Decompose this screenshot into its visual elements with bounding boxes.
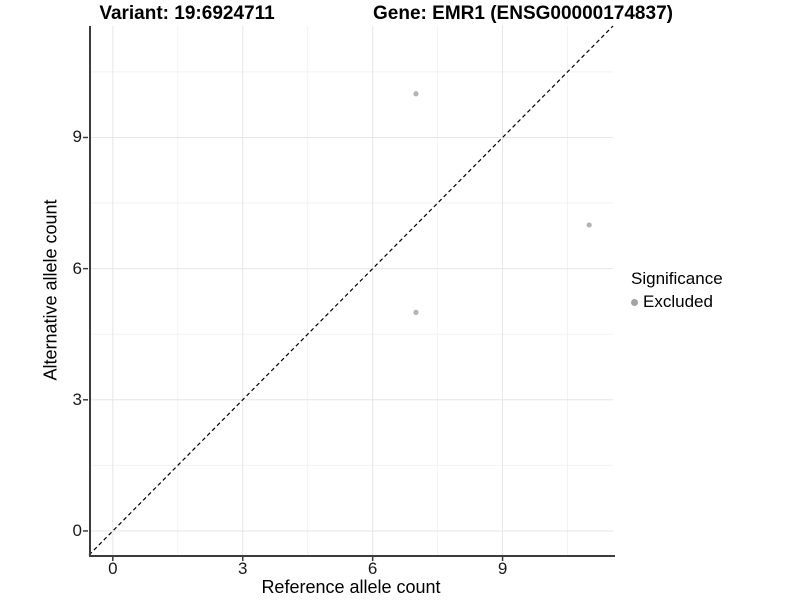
plot-panel [89, 26, 615, 557]
legend: Significance Excluded [631, 269, 723, 312]
legend-title: Significance [631, 269, 723, 288]
legend-item-label: Excluded [643, 292, 713, 311]
y-tick-label: 9 [72, 127, 82, 147]
x-tick-label: 9 [497, 559, 508, 578]
x-tick-label: 3 [238, 559, 248, 578]
plot-title-gene: Gene: EMR1 (ENSG00000174837) [373, 3, 673, 24]
y-axis-title: Alternative allele count [40, 199, 61, 381]
x-tick-label: 6 [367, 559, 378, 578]
x-tick-label: 0 [108, 559, 118, 578]
y-tick-label: 0 [72, 520, 82, 540]
plot-title-variant: Variant: 19:6924711 [99, 3, 275, 24]
y-tick-label: 3 [72, 389, 82, 409]
y-tick-label: 6 [72, 258, 82, 278]
legend-item-excluded: Excluded [631, 292, 723, 312]
legend-key-dot-icon [631, 298, 638, 306]
x-axis-title: Reference allele count [261, 577, 441, 597]
